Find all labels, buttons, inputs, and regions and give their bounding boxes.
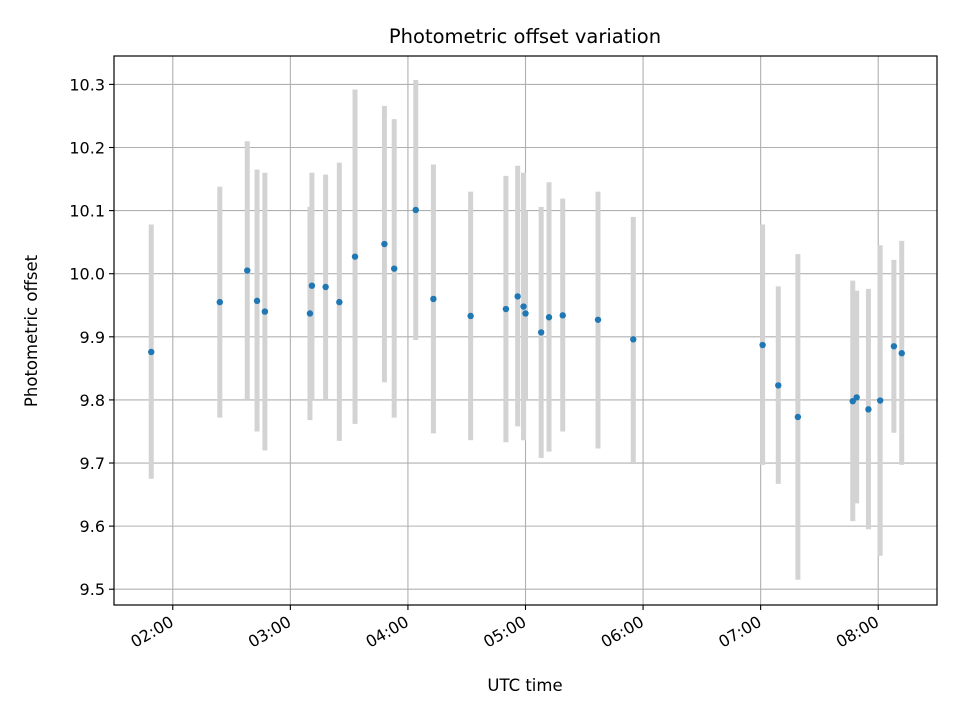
data-point <box>148 348 155 356</box>
y-tick-label: 10.1 <box>69 202 105 221</box>
data-point <box>559 312 566 319</box>
y-axis-title: Photometric offset <box>22 254 41 407</box>
data-point <box>853 394 860 401</box>
data-point <box>545 314 553 321</box>
y-tick-label: 9.6 <box>80 517 105 536</box>
y-axis: 9.5 9.6 9.7 9.8 9.9 10.0 10.1 10.2 10.3 <box>69 75 114 599</box>
data-point <box>898 350 905 357</box>
y-tick-label: 10.2 <box>69 139 105 158</box>
data-point <box>253 297 261 305</box>
data-point <box>306 310 314 317</box>
data-point <box>336 298 343 306</box>
data-point <box>502 305 510 313</box>
data-point <box>522 310 529 317</box>
y-tick-label: 9.7 <box>80 454 105 473</box>
x-axis: 02:00 03:00 04:00 05:00 06:00 07:00 08:00 <box>127 605 882 652</box>
y-tick-label: 10.3 <box>69 75 105 94</box>
data-point <box>467 312 474 320</box>
data-points <box>148 206 905 421</box>
data-point <box>351 253 359 260</box>
y-tick-label: 9.9 <box>80 328 105 347</box>
x-axis-title: UTC time <box>487 676 562 695</box>
data-point <box>322 283 329 291</box>
data-point <box>865 406 872 413</box>
y-tick-label: 9.5 <box>80 580 105 599</box>
data-point <box>244 267 251 274</box>
data-point <box>794 413 802 421</box>
data-point <box>890 343 898 350</box>
data-point <box>759 341 766 349</box>
y-tick-label: 10.0 <box>69 265 105 284</box>
x-tick-label: 06:00 <box>598 612 647 652</box>
data-point <box>412 206 419 214</box>
data-point <box>876 397 884 404</box>
data-point <box>381 240 388 248</box>
x-tick-label: 08:00 <box>833 612 882 652</box>
data-point <box>308 282 316 289</box>
x-tick-label: 02:00 <box>127 612 176 652</box>
data-point <box>537 329 545 336</box>
data-point <box>514 293 521 300</box>
x-tick-label: 04:00 <box>362 612 411 652</box>
chart-title: Photometric offset variation <box>389 25 661 48</box>
data-point <box>430 295 437 303</box>
data-point <box>391 265 398 272</box>
data-point <box>775 382 782 389</box>
y-tick-label: 9.8 <box>80 391 105 410</box>
data-point <box>630 336 637 343</box>
x-tick-label: 03:00 <box>245 612 294 652</box>
data-point <box>216 298 224 306</box>
data-point <box>261 308 269 315</box>
data-point <box>594 316 602 323</box>
x-tick-label: 07:00 <box>715 612 764 652</box>
data-point <box>520 303 527 310</box>
x-tick-label: 05:00 <box>480 612 529 652</box>
